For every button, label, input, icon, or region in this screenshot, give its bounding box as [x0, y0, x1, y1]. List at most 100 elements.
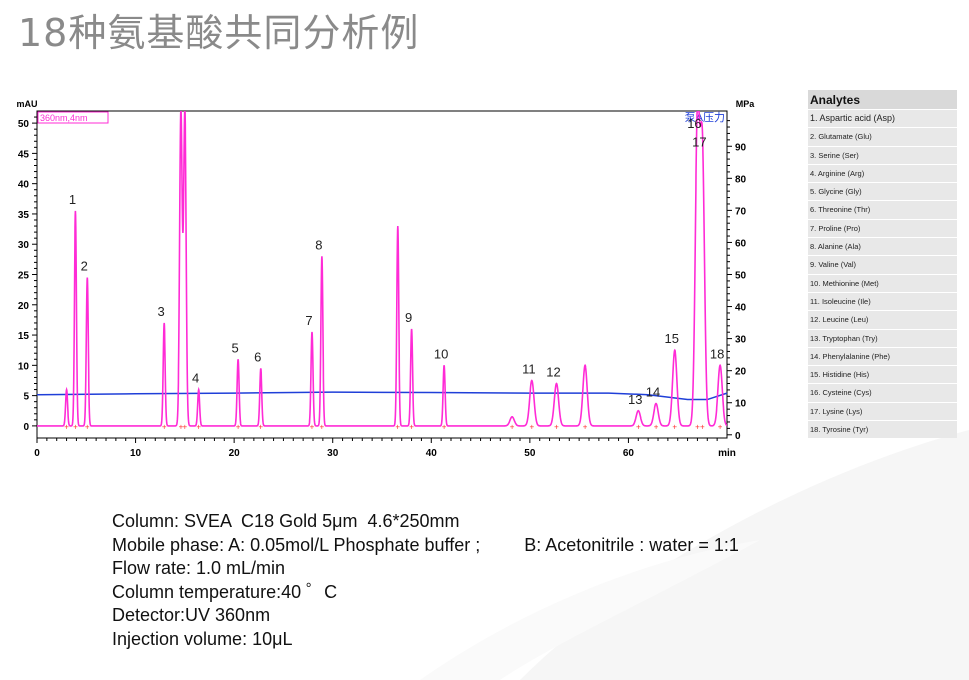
y-right-tick-label: 0	[735, 431, 741, 442]
y-left-tick-label: 20	[18, 301, 30, 312]
legend-item: 2. Glutamate (Glu)	[808, 127, 957, 146]
peak-label: 7	[305, 313, 312, 328]
y-left-tick-label: 35	[18, 210, 30, 221]
legend-item: 9. Valine (Val)	[808, 255, 957, 274]
legend-item: 17. Lysine (Lys)	[808, 401, 957, 421]
legend-item: 13. Tryptophan (Try)	[808, 328, 957, 347]
x-unit: min	[718, 448, 736, 459]
flow-rate: Flow rate: 1.0 mL/min	[112, 558, 286, 578]
legend-item: 16. Cysteine (Cys)	[808, 383, 957, 402]
chart-axes: 05101520253035404550mAU01020304050607080…	[16, 99, 755, 459]
y-right-tick-label: 50	[735, 271, 747, 282]
signal-trace	[37, 111, 727, 427]
legend-item: 8. Alanine (Ala)	[808, 237, 957, 256]
x-tick-label: 0	[34, 448, 40, 459]
peak-marker: +	[409, 423, 414, 432]
x-tick-label: 60	[623, 448, 635, 459]
peak-marker: +	[510, 423, 515, 432]
peak-label: 2	[81, 259, 88, 274]
peak-marker: +	[162, 423, 167, 432]
legend-item: 15. Histidine (His)	[808, 365, 957, 384]
peak-marker: +	[64, 423, 69, 432]
method-conditions: Column: SVEA C18 Gold 5μm 4.6*250mm Mobi…	[112, 510, 739, 651]
peak-marker: +	[700, 423, 705, 432]
peak-marker: +	[529, 423, 534, 432]
signal-label-box	[37, 111, 109, 124]
peak-label: 1	[69, 192, 76, 207]
plot-frame	[36, 110, 728, 439]
peak-label: 8	[315, 237, 322, 252]
peak-marker: +	[179, 423, 184, 432]
peak-marker: +	[672, 423, 677, 432]
peak-label: 18	[710, 346, 724, 361]
peak-label: 3	[158, 304, 165, 319]
peak-marker: +	[183, 423, 188, 432]
y-right-tick-label: 90	[735, 142, 747, 153]
peak-marker: +	[320, 423, 325, 432]
x-tick-label: 20	[229, 448, 241, 459]
peak-marker: +	[196, 423, 201, 432]
peak-marker: +	[554, 423, 559, 432]
peak-label: 5	[231, 340, 238, 355]
peak-label: 11	[522, 361, 536, 376]
peak-marker: +	[442, 423, 447, 432]
legend-item: 12. Leucine (Leu)	[808, 310, 957, 329]
peak-label: 17	[692, 134, 706, 149]
legend-item: 14. Phenylalanine (Phe)	[808, 346, 957, 366]
peak-marker: +	[654, 423, 659, 432]
detector: Detector:UV 360nm	[112, 605, 271, 625]
peak-label: 16	[687, 116, 701, 131]
legend-item: 11. Isoleucine (Ile)	[808, 291, 957, 311]
y-right-tick-label: 40	[735, 303, 747, 314]
legend-item: 4. Arginine (Arg)	[808, 163, 957, 183]
peak-marker: +	[73, 423, 78, 432]
peak-marker: +	[718, 423, 723, 432]
legend-item: 3. Serine (Ser)	[808, 145, 957, 164]
chart-series: + + + + + + + + + + + + + + + + + + + + + + + +	[36, 111, 728, 432]
pressure-line	[36, 391, 728, 401]
y-right-unit: MPa	[736, 99, 756, 109]
peak-label: 10	[434, 346, 448, 361]
y-left-tick-label: 10	[18, 361, 30, 372]
mobile-phase-b: B: Acetonitrile : water = 1:1	[524, 534, 739, 555]
peak-marker: +	[258, 423, 263, 432]
y-left-tick-label: 5	[23, 392, 29, 403]
y-left-tick-label: 50	[18, 119, 30, 130]
injection-volume: Injection volume: 10μL	[112, 628, 293, 649]
y-right-tick-label: 60	[735, 238, 747, 249]
x-tick-label: 50	[524, 448, 536, 459]
mobile-phase: Mobile phase: A: 0.05mol/L Phosphate buf…	[112, 534, 739, 558]
column-spec: Column: SVEA C18 Gold 5μm 4.6*250mm	[112, 511, 460, 531]
analytes-legend: Analytes 1. Aspartic acid (Asp) 2. Glutam…	[808, 90, 957, 439]
peak-marker: +	[395, 423, 400, 432]
peak-label: 12	[546, 365, 560, 380]
chromatogram-chart: 05101520253035404550mAU01020304050607080…	[16, 99, 755, 459]
peak-label: 15	[665, 331, 679, 346]
legend-item: 1. Aspartic acid (Asp)	[808, 109, 957, 128]
mobile-phase-a: Mobile phase: A: 0.05mol/L Phosphate buf…	[112, 534, 481, 555]
peak-label: 14	[646, 384, 660, 399]
peak-marker: +	[236, 423, 241, 432]
x-tick-label: 10	[130, 448, 142, 459]
y-left-tick-label: 45	[18, 149, 30, 160]
peak-label: 4	[192, 371, 199, 386]
y-left-tick-label: 40	[18, 180, 30, 191]
y-right-tick-label: 70	[735, 206, 747, 217]
y-left-tick-label: 15	[18, 331, 30, 342]
peak-label: 9	[405, 310, 412, 325]
legend-item: 18. Tyrosine (Tyr)	[808, 420, 957, 439]
legend-item: 7. Proline (Pro)	[808, 218, 957, 238]
y-right-tick-label: 20	[735, 367, 747, 378]
peak-marker: +	[636, 423, 641, 432]
peak-marker: +	[695, 423, 700, 432]
peak-label: 6	[254, 349, 261, 364]
pressure-label: 泵A压力	[685, 111, 725, 124]
y-right-tick-label: 80	[735, 174, 747, 185]
legend-header: Analytes	[808, 90, 957, 109]
page-title: 18种氨基酸共同分析例	[18, 11, 420, 55]
peak-marker: +	[583, 423, 588, 432]
y-right-tick-label: 10	[735, 399, 747, 410]
legend-item: 5. Glycine (Gly)	[808, 182, 957, 201]
x-tick-label: 40	[426, 448, 438, 459]
